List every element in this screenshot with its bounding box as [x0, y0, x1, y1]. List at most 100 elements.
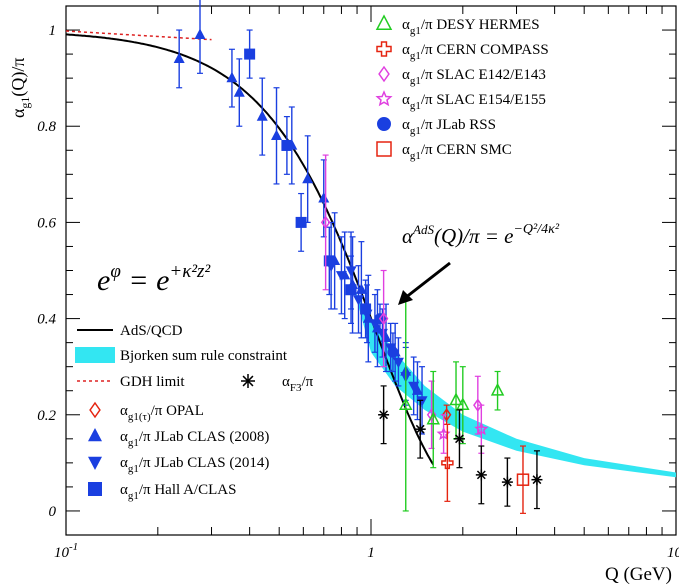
legend-text: /π CERN SMC	[421, 142, 512, 158]
y-tick-label: 0	[49, 504, 57, 520]
data-point	[226, 71, 238, 83]
legend-entry-top: αg1/π SLAC E142/E143	[378, 65, 546, 87]
bjorken-band	[354, 289, 676, 478]
legend-entry-top: αg1/π SLAC E154/E155	[375, 90, 546, 112]
legend-sub: g1	[128, 437, 139, 449]
asterisk-stroke	[415, 424, 425, 434]
data-point	[302, 172, 314, 184]
series-cern-compass	[441, 423, 454, 502]
legend-alpha: α	[402, 17, 410, 33]
legend-entry-bottom: αg1/π JLab CLAS (2014)	[88, 455, 269, 475]
legend-label: αg1(τ)/π OPAL	[120, 403, 204, 423]
data-point	[295, 216, 307, 228]
legend-marker	[88, 482, 102, 496]
y-axis-label-sub: g1	[18, 97, 32, 109]
data-point	[233, 86, 245, 97]
data-point	[353, 295, 365, 306]
annotation-arrowhead	[398, 290, 413, 305]
legend-entry-top: αg1/π JLab RSS	[377, 117, 496, 137]
data-point	[416, 396, 428, 407]
data-point	[501, 476, 513, 488]
data-point	[408, 381, 420, 393]
series-cern-smc	[516, 445, 530, 514]
x-axis-label: Q (GeV)	[605, 564, 672, 585]
legend-text: /π	[301, 374, 313, 390]
legend-entry-bottom: αg1/π JLab CLAS (2008)	[88, 427, 269, 449]
legend-marker	[75, 347, 115, 363]
eq-rest: (Q)/π = e	[434, 224, 514, 248]
legend-sub: g1	[128, 463, 139, 475]
legend-entry-top: αg1/π CERN SMC	[376, 141, 512, 162]
data-point	[475, 469, 487, 481]
legend-entry-bottom: αg1(τ)/π OPAL	[89, 401, 204, 423]
x-tick-label: 10	[667, 545, 679, 561]
data-point	[244, 48, 256, 60]
y-tick-label: 0.2	[37, 408, 56, 424]
gdh-limit-line	[65, 30, 212, 41]
series--f3	[378, 385, 543, 510]
data-point	[490, 382, 505, 396]
data-point	[387, 346, 399, 358]
data-point	[411, 384, 423, 395]
legend-sub: g1	[410, 100, 421, 112]
data-point	[320, 215, 331, 230]
legend-sub: g1	[410, 25, 421, 37]
data-point	[441, 407, 452, 422]
y-axis-label-rest: (Q)/π	[8, 57, 29, 96]
data-point	[378, 409, 390, 421]
legend-text: /π SLAC E154/E155	[421, 92, 546, 108]
legend-label: αg1/π SLAC E142/E143	[402, 67, 546, 87]
legend-alpha: α	[120, 403, 128, 419]
legend-marker	[88, 427, 102, 442]
data-point	[271, 129, 283, 140]
series-slac-e142-e143	[320, 154, 483, 450]
legend-marker	[89, 401, 101, 419]
legend-marker	[375, 14, 393, 30]
legend-text: /π JLab CLAS (2014)	[139, 455, 269, 471]
data-point	[281, 139, 293, 151]
eq-exp: −Q²/4κ²	[513, 222, 559, 237]
legend-marker	[376, 141, 392, 157]
legend-text: /π JLab CLAS (2008)	[139, 429, 269, 445]
eq-exp2: +κ²z²	[169, 261, 210, 282]
legend-entry-bottom: Bjorken sum rule constraint	[75, 347, 288, 364]
data-point	[392, 357, 404, 369]
data-point	[441, 456, 454, 470]
data-point	[194, 28, 206, 39]
y-tick-label: 1	[49, 23, 57, 39]
legend-label: αg1/π CERN COMPASS	[402, 42, 549, 62]
axes	[65, 5, 677, 536]
legend-alpha: α	[402, 142, 410, 158]
legend-label: αg1/π JLab CLAS (2014)	[120, 455, 269, 475]
legend-text: /π Hall A/CLAS	[139, 482, 237, 498]
legend-alpha: α	[402, 42, 410, 58]
legend-label: αg1/π DESY HERMES	[402, 17, 540, 37]
data-point	[474, 421, 489, 436]
data-point	[345, 284, 357, 296]
asterisk-stroke	[476, 470, 486, 480]
legend-alpha: α	[282, 374, 290, 390]
legend-sub: F3	[290, 382, 302, 394]
y-tick-label: 0.6	[37, 215, 56, 231]
legend-sub: g1	[410, 50, 421, 62]
y-axis-label-alpha: α	[8, 108, 28, 118]
legend-label: GDH limit	[120, 374, 185, 390]
eq-sup: AdS	[412, 222, 434, 237]
legend-entry-f3: αF3/π	[241, 374, 314, 394]
asterisk-stroke	[379, 410, 389, 420]
annotation-arrow	[404, 261, 451, 300]
data-point	[456, 397, 470, 411]
legend-label: Bjorken sum rule constraint	[120, 348, 288, 364]
data-point	[531, 474, 543, 486]
eq-base: e	[97, 264, 110, 297]
eq-alpha: α	[402, 224, 414, 248]
legend-label: αg1/π CERN SMC	[402, 142, 512, 162]
legend-marker	[377, 117, 391, 131]
legend-label: αg1/π JLab RSS	[402, 117, 496, 137]
legend-marker	[378, 65, 390, 83]
asterisk-stroke	[502, 477, 512, 487]
legend-text: /π DESY HERMES	[421, 17, 540, 33]
legend-marker	[375, 90, 393, 107]
